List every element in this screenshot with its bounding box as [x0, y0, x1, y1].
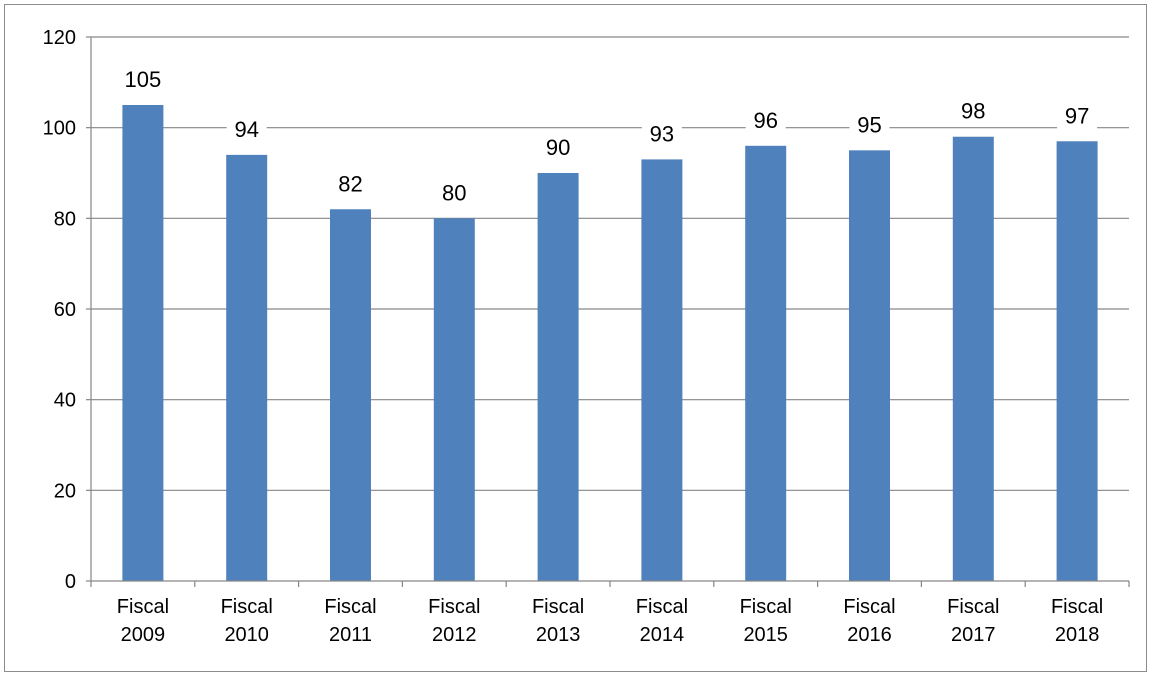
y-tick-label: 100	[43, 118, 76, 140]
bar-fiscal-2015	[745, 145, 787, 582]
data-label: 95	[857, 112, 881, 137]
x-tick-label: 2014	[640, 624, 685, 646]
data-label: 93	[650, 121, 674, 146]
tick-labels: 0 20 40 60 80 100 120 Fiscal 2009 Fiscal 2010 Fisca…	[43, 27, 1104, 646]
x-tick-label: 2011	[329, 624, 372, 646]
x-tick-label: 2015	[743, 624, 788, 646]
data-label-background	[116, 66, 170, 94]
data-labels: 105 94 82 80 90 93 96 95 98 97	[116, 66, 1098, 208]
bar-fiscal-2013	[537, 173, 579, 581]
data-label-background	[849, 111, 890, 140]
data-label-background	[538, 134, 579, 162]
x-tick-label: 2009	[121, 624, 166, 646]
bar-fiscal-2014	[641, 159, 683, 581]
axes	[86, 36, 1130, 587]
bar-fiscal-2012	[433, 218, 475, 582]
x-tick-label: Fiscal	[532, 596, 584, 618]
data-label-background	[330, 170, 371, 199]
y-tick-label: 0	[65, 571, 76, 593]
data-label: 96	[753, 108, 777, 133]
x-tick-label: Fiscal	[428, 596, 480, 618]
x-tick-label: Fiscal	[117, 596, 169, 618]
bar-fiscal-2011	[330, 209, 371, 581]
data-label: 97	[1065, 103, 1089, 128]
data-label: 82	[338, 171, 362, 196]
bar-fiscal-2009	[122, 105, 164, 581]
x-tick-label: 2016	[847, 624, 892, 646]
x-tick-label: Fiscal	[636, 596, 688, 618]
x-tick-label: Fiscal	[740, 596, 792, 618]
data-label: 90	[546, 135, 570, 160]
y-tick-label: 120	[43, 27, 76, 49]
bar-fiscal-2018	[1056, 141, 1098, 581]
data-label-background	[434, 179, 475, 208]
data-label-background	[745, 106, 786, 135]
data-label: 80	[442, 180, 466, 205]
x-tick-label: Fiscal	[843, 596, 895, 618]
data-label: 105	[125, 67, 162, 92]
x-tick-label: 2018	[1055, 624, 1100, 646]
bar-fiscal-2016	[849, 150, 890, 582]
y-tick-label: 80	[54, 208, 76, 230]
x-tick-label: Fiscal	[1051, 596, 1103, 618]
data-label: 98	[961, 99, 985, 124]
x-tick-label: 2013	[536, 624, 581, 646]
y-tick-label: 60	[54, 299, 76, 321]
data-label-background	[226, 115, 267, 144]
x-tick-label: 2010	[224, 624, 269, 646]
bar-fiscal-2017	[952, 136, 994, 581]
x-tick-label: Fiscal	[324, 596, 376, 618]
data-label: 94	[234, 117, 258, 142]
y-tick-label: 40	[54, 390, 76, 412]
x-tick-label: Fiscal	[947, 596, 999, 618]
x-tick-label: 2017	[951, 624, 996, 646]
y-tick-label: 20	[54, 480, 76, 502]
data-label-background	[1057, 102, 1098, 131]
x-tick-label: Fiscal	[221, 596, 273, 618]
bar-fiscal-2010	[226, 154, 268, 581]
x-tick-label: 2012	[432, 624, 477, 646]
data-label-background	[953, 97, 994, 126]
bars	[122, 105, 1098, 582]
data-label-background	[641, 120, 682, 149]
